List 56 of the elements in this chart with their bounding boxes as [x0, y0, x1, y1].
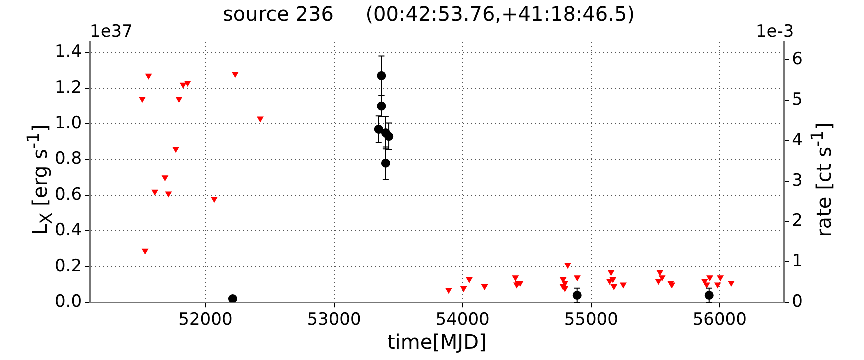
- point: [232, 72, 239, 78]
- point: [211, 197, 218, 204]
- chart-title: source 236 (00:42:53.76,+41:18:46.5): [223, 2, 635, 26]
- point: [620, 282, 627, 289]
- point: [172, 147, 180, 154]
- point: [717, 276, 724, 282]
- point: [176, 97, 183, 104]
- y2-tick-label: 2: [792, 211, 804, 232]
- point: [466, 277, 473, 284]
- point: [714, 282, 722, 289]
- point: [701, 279, 708, 286]
- text: 1e-3: [756, 22, 794, 42]
- y-tick-label: 1.4: [54, 42, 82, 62]
- point: [139, 97, 146, 104]
- point: [610, 284, 618, 291]
- point: [445, 288, 452, 294]
- y2-tick-label: 3: [792, 170, 804, 191]
- y-tick-label: 1.0: [54, 114, 82, 134]
- point: [152, 190, 159, 196]
- point: [180, 82, 187, 89]
- y-tick-label: 0.4: [54, 220, 82, 241]
- y-tick-label: 0.8: [54, 149, 82, 170]
- point: [608, 270, 615, 276]
- point: [165, 192, 172, 198]
- point: [162, 176, 169, 182]
- y-tick-label: 0.6: [54, 184, 82, 205]
- text: 1e37: [90, 22, 133, 42]
- x-tick-label: 55000: [564, 310, 618, 330]
- x-tick-label: 53000: [307, 310, 362, 330]
- y2-tick-label: 5: [792, 90, 804, 110]
- x-tick-label: 54000: [436, 310, 490, 330]
- point: [656, 270, 664, 276]
- point: [145, 74, 152, 80]
- point: [257, 116, 264, 123]
- point: [564, 263, 572, 270]
- point: [655, 279, 662, 286]
- point: [142, 248, 149, 255]
- y-tick-label: 1.2: [54, 78, 82, 98]
- point: [703, 282, 710, 289]
- y2-tick-label: 1: [792, 252, 804, 272]
- x-tick-label: 56000: [692, 310, 747, 330]
- point: [481, 284, 488, 291]
- point: [706, 276, 714, 282]
- point: [728, 280, 735, 287]
- y-tick-label: 0.0: [54, 292, 82, 312]
- y2-tick-label: 6: [792, 50, 804, 70]
- point: [658, 276, 666, 282]
- y2-tick-label: 0: [792, 292, 804, 312]
- y-tick-label: 0.2: [54, 256, 82, 276]
- point: [512, 276, 520, 282]
- point: [460, 286, 468, 292]
- y2-tick-label: 4: [792, 130, 804, 150]
- point: [574, 276, 581, 282]
- x-axis-title: time[MJD]: [387, 330, 487, 354]
- point: [184, 81, 192, 88]
- x-tick-label: 52000: [178, 310, 233, 330]
